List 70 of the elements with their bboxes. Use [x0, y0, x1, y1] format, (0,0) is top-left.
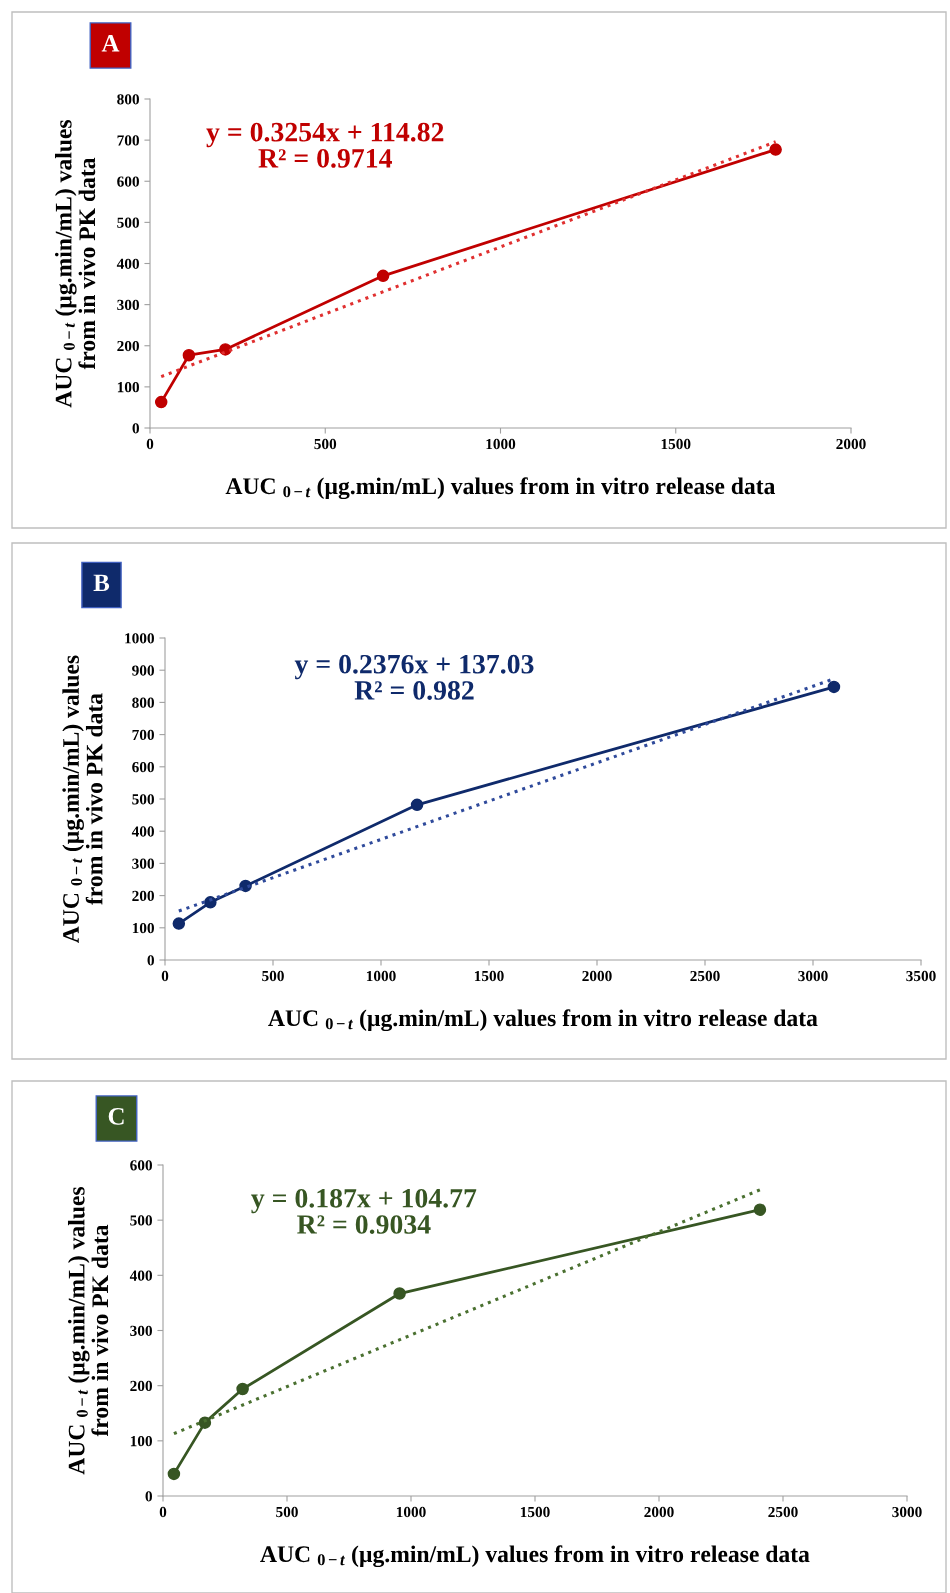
- x-tick-label: 0: [161, 970, 169, 982]
- x-axis-title: AUC $_{0−t}$ (µg.min/mL) values from in vitro release data: [260, 1545, 810, 1568]
- point: [172, 917, 186, 930]
- x-tick-label: 3000: [892, 1506, 922, 1518]
- x-tick-label: 500: [314, 438, 337, 450]
- y-tick-label: 600: [132, 761, 154, 773]
- point: [393, 1287, 406, 1300]
- x-tick-label: 1500: [474, 970, 504, 982]
- y-axis-title: AUC $_{0−t}$ (µg.min/mL) values from in vivo PK data: [62, 655, 103, 944]
- annotation: y = 0.3254x + 114.82 R² = 0.9714: [206, 122, 444, 168]
- y-tick-label: 1000: [125, 633, 154, 644]
- x-tick-label: 1000: [366, 970, 396, 982]
- x-tick-label: 1000: [486, 438, 516, 450]
- point: [410, 798, 424, 812]
- point: [182, 348, 196, 362]
- y-tick-label: 200: [130, 1380, 152, 1392]
- x-tick-label: 3500: [906, 970, 936, 982]
- y-tick-label: 700: [132, 729, 154, 741]
- chart-title: B: [93, 574, 110, 592]
- x-tick-label: 500: [276, 1506, 298, 1518]
- annotation: y = 0.187x + 104.77 R² = 0.9034: [251, 1188, 477, 1234]
- point: [236, 1382, 249, 1396]
- y-tick-label: 500: [132, 794, 154, 805]
- y-tick-label: 500: [117, 217, 139, 228]
- point: [769, 143, 782, 156]
- y-tick-label: 400: [131, 826, 154, 837]
- y-tick-label: 100: [130, 1435, 152, 1447]
- x-tick-label: 2000: [836, 438, 866, 450]
- point: [154, 395, 168, 409]
- y-tick-label: 0: [145, 1491, 152, 1502]
- chart-title: A: [101, 35, 120, 52]
- point: [753, 1203, 767, 1216]
- y-tick-label: 500: [130, 1215, 152, 1226]
- point: [376, 269, 390, 283]
- x-tick-label: 2000: [582, 970, 612, 982]
- x-tick-label: 2500: [768, 1506, 798, 1518]
- y-tick-label: 900: [132, 665, 154, 676]
- y-tick-label: 100: [117, 382, 139, 393]
- x-tick-label: 2500: [690, 970, 720, 982]
- x-tick-label: 0: [159, 1506, 167, 1518]
- x-tick-label: 3000: [798, 970, 828, 982]
- y-tick-label: 600: [130, 1160, 152, 1171]
- x-tick-label: 1500: [520, 1506, 550, 1518]
- y-tick-label: 0: [147, 955, 154, 966]
- y-tick-label: 800: [132, 697, 154, 708]
- y-tick-label: 700: [117, 135, 139, 146]
- y-tick-label: 200: [117, 340, 139, 352]
- x-tick-label: 1500: [661, 438, 691, 450]
- y-tick-label: 300: [132, 858, 154, 869]
- annotation: y = 0.2376x + 137.03 R² = 0.982: [294, 654, 534, 700]
- x-axis-title: AUC $_{0−t}$ (µg.min/mL) values from in vitro release data: [268, 1009, 818, 1032]
- x-tick-label: 500: [262, 970, 284, 982]
- y-tick-label: 100: [132, 922, 154, 934]
- y-tick-label: 800: [117, 94, 139, 105]
- chart-title: C: [108, 1107, 124, 1125]
- y-tick-label: 400: [116, 258, 139, 269]
- y-tick-label: 0: [132, 423, 139, 434]
- y-tick-label: 400: [129, 1270, 152, 1281]
- y-tick-label: 300: [130, 1325, 152, 1336]
- x-tick-label: 2000: [644, 1506, 674, 1518]
- y-axis-title: AUC $_{0−t}$ (µg.min/mL) values from in vivo PK data: [54, 119, 96, 408]
- y-tick-label: 600: [117, 176, 139, 187]
- y-tick-label: 300: [117, 299, 139, 311]
- point: [827, 680, 841, 694]
- point: [167, 1467, 181, 1481]
- y-axis-title: AUC $_{0−t}$ (µg.min/mL) values from in vivo PK data: [67, 1186, 109, 1475]
- point: [198, 1416, 212, 1429]
- x-tick-label: 1000: [396, 1506, 426, 1518]
- x-axis-title: AUC $_{0−t}$ (µg.min/mL) values from in vitro release data: [225, 477, 776, 500]
- y-tick-label: 200: [132, 890, 154, 902]
